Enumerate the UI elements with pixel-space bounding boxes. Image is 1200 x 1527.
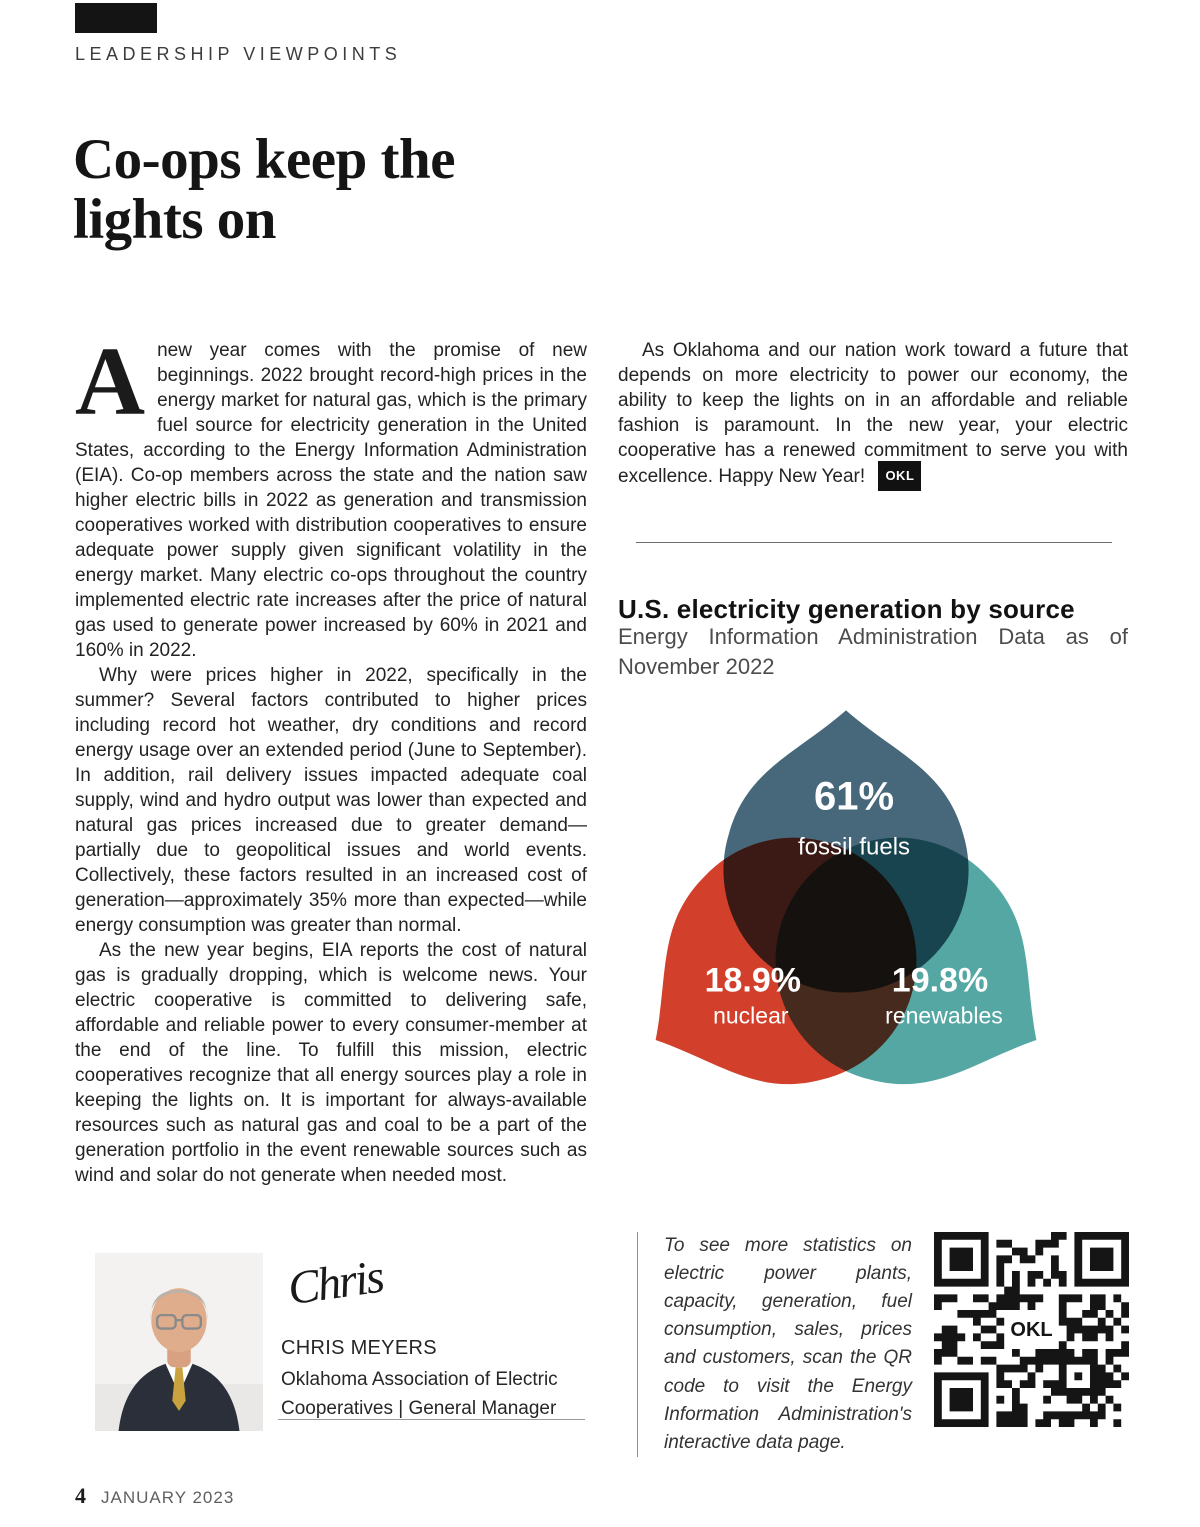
headline-line-2: lights on <box>73 188 277 252</box>
page-number: 4 <box>75 1483 86 1508</box>
article-paragraph-2: Why were prices higher in 2022, specific… <box>75 665 587 936</box>
section-divider <box>636 542 1112 543</box>
article-column-right: As Oklahoma and our nation work toward a… <box>618 338 1128 1090</box>
chart-subtitle: Energy Information Administration Data a… <box>618 624 1128 679</box>
article-paragraph-4: As Oklahoma and our nation work toward a… <box>618 338 1128 493</box>
nuclear-label: nuclear <box>713 1002 789 1029</box>
article-paragraph-1: A new year comes with the promise of new… <box>75 328 587 663</box>
paragraph-1-text: new year comes with the promise of new b… <box>75 340 587 661</box>
venn-diagram-graphic <box>655 710 1037 1085</box>
drop-cap: A <box>75 328 146 435</box>
venn-chart: 61% fossil fuels 18.9% nuclear 19.8% ren… <box>646 701 1046 1090</box>
author-photo <box>95 1253 263 1431</box>
qr-center-logo: OKL <box>1010 1319 1052 1341</box>
qr-code: OKL <box>934 1232 1129 1427</box>
fossil-fuels-value: 61% <box>813 774 895 819</box>
bio-divider <box>278 1419 585 1420</box>
nuclear-value: 18.9% <box>704 961 801 1000</box>
qr-code-graphic: OKL <box>934 1232 1129 1427</box>
chart-title: U.S. electricity generation by source <box>618 594 1075 624</box>
qr-note-text: To see more statistics on electric power… <box>637 1232 912 1457</box>
petal-renewables <box>775 838 1037 1085</box>
page-footer: 4 JANUARY 2023 <box>75 1483 234 1509</box>
author-name: CHRIS MEYERS <box>281 1337 437 1359</box>
issue-date: JANUARY 2023 <box>101 1488 235 1507</box>
author-organization: Oklahoma Association of Electric Coopera… <box>281 1366 558 1423</box>
fossil-fuels-label: fossil fuels <box>797 833 911 861</box>
author-org-line-2: Cooperatives | General Manager <box>281 1397 557 1419</box>
headline-line-1: Co-ops keep the <box>73 128 456 191</box>
article-paragraph-3: As the new year begins, EIA reports the … <box>75 940 587 1186</box>
renewables-label: renewables <box>885 1002 1003 1029</box>
article-column-left: A new year comes with the promise of new… <box>75 328 587 1188</box>
okl-end-badge: OKL <box>878 461 922 491</box>
author-org-line-1: Oklahoma Association of Electric <box>281 1369 558 1390</box>
renewables-value: 19.8% <box>891 961 989 1000</box>
section-kicker: LEADERSHIP VIEWPOINTS <box>75 44 402 64</box>
brand-mark <box>75 3 157 33</box>
paragraph-4-text: As Oklahoma and our nation work toward a… <box>618 340 1128 487</box>
article-headline: Co-ops keep the lights on <box>73 128 456 252</box>
qr-section: To see more statistics on electric power… <box>637 1232 1129 1457</box>
author-photo-graphic <box>95 1253 263 1431</box>
author-signature: Chris <box>284 1250 386 1316</box>
